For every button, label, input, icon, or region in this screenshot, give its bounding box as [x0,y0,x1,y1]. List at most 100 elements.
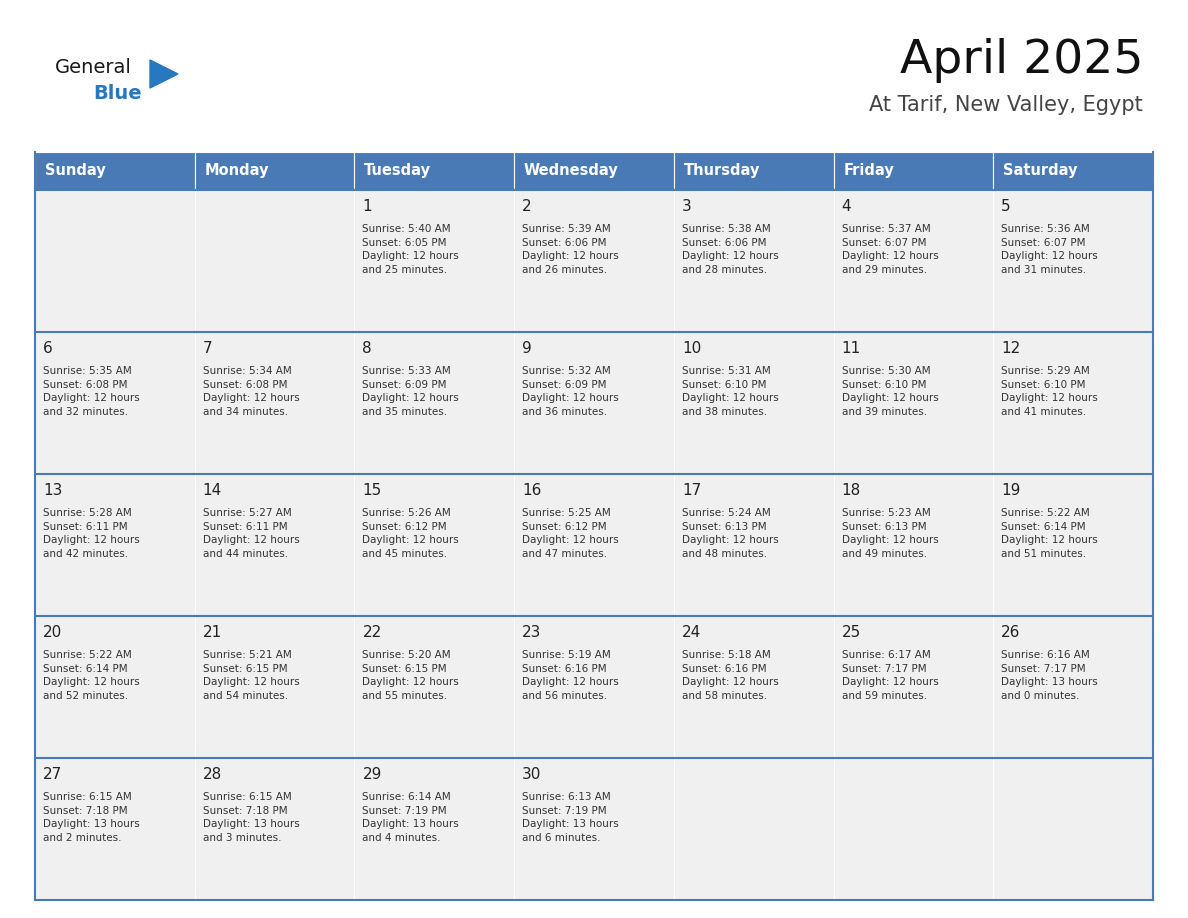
Text: Tuesday: Tuesday [364,163,431,178]
Bar [674,190,834,332]
Bar [514,152,674,190]
Bar [354,190,514,332]
Bar [993,332,1154,474]
Text: 22: 22 [362,624,381,640]
Bar [514,474,674,616]
Bar [993,152,1154,190]
Text: 25: 25 [841,624,861,640]
Text: Sunrise: 5:20 AM
Sunset: 6:15 PM
Daylight: 12 hours
and 55 minutes.: Sunrise: 5:20 AM Sunset: 6:15 PM Dayligh… [362,650,460,700]
Text: 15: 15 [362,483,381,498]
Text: 23: 23 [523,624,542,640]
Bar [34,332,195,474]
Text: 8: 8 [362,341,372,355]
Bar [354,758,514,900]
Text: Sunrise: 5:29 AM
Sunset: 6:10 PM
Daylight: 12 hours
and 41 minutes.: Sunrise: 5:29 AM Sunset: 6:10 PM Dayligh… [1001,366,1098,417]
Text: Sunrise: 5:30 AM
Sunset: 6:10 PM
Daylight: 12 hours
and 39 minutes.: Sunrise: 5:30 AM Sunset: 6:10 PM Dayligh… [841,366,939,417]
Text: Sunrise: 5:25 AM
Sunset: 6:12 PM
Daylight: 12 hours
and 47 minutes.: Sunrise: 5:25 AM Sunset: 6:12 PM Dayligh… [523,508,619,559]
Text: Blue: Blue [93,84,141,103]
Text: Sunrise: 5:37 AM
Sunset: 6:07 PM
Daylight: 12 hours
and 29 minutes.: Sunrise: 5:37 AM Sunset: 6:07 PM Dayligh… [841,224,939,274]
Text: Sunrise: 5:31 AM
Sunset: 6:10 PM
Daylight: 12 hours
and 38 minutes.: Sunrise: 5:31 AM Sunset: 6:10 PM Dayligh… [682,366,778,417]
Text: 19: 19 [1001,483,1020,498]
Text: Sunrise: 5:39 AM
Sunset: 6:06 PM
Daylight: 12 hours
and 26 minutes.: Sunrise: 5:39 AM Sunset: 6:06 PM Dayligh… [523,224,619,274]
Text: Sunrise: 6:15 AM
Sunset: 7:18 PM
Daylight: 13 hours
and 2 minutes.: Sunrise: 6:15 AM Sunset: 7:18 PM Dayligh… [43,792,140,843]
Text: April 2025: April 2025 [899,38,1143,83]
Text: 13: 13 [43,483,62,498]
Text: 14: 14 [203,483,222,498]
Text: 26: 26 [1001,624,1020,640]
Text: Sunrise: 5:18 AM
Sunset: 6:16 PM
Daylight: 12 hours
and 58 minutes.: Sunrise: 5:18 AM Sunset: 6:16 PM Dayligh… [682,650,778,700]
Text: Sunrise: 5:33 AM
Sunset: 6:09 PM
Daylight: 12 hours
and 35 minutes.: Sunrise: 5:33 AM Sunset: 6:09 PM Dayligh… [362,366,460,417]
Text: 9: 9 [523,341,532,355]
Bar [834,152,993,190]
Text: 1: 1 [362,198,372,214]
Bar [993,758,1154,900]
Bar [195,152,354,190]
Bar [674,758,834,900]
Bar [34,474,195,616]
Text: 3: 3 [682,198,691,214]
Bar [354,332,514,474]
Text: Sunrise: 6:13 AM
Sunset: 7:19 PM
Daylight: 13 hours
and 6 minutes.: Sunrise: 6:13 AM Sunset: 7:19 PM Dayligh… [523,792,619,843]
Bar [993,616,1154,758]
Text: 18: 18 [841,483,861,498]
Text: 30: 30 [523,767,542,781]
Bar [993,190,1154,332]
Text: Sunday: Sunday [45,163,106,178]
Text: Sunrise: 5:23 AM
Sunset: 6:13 PM
Daylight: 12 hours
and 49 minutes.: Sunrise: 5:23 AM Sunset: 6:13 PM Dayligh… [841,508,939,559]
Bar [834,758,993,900]
Text: Sunrise: 5:40 AM
Sunset: 6:05 PM
Daylight: 12 hours
and 25 minutes.: Sunrise: 5:40 AM Sunset: 6:05 PM Dayligh… [362,224,460,274]
Text: Sunrise: 5:32 AM
Sunset: 6:09 PM
Daylight: 12 hours
and 36 minutes.: Sunrise: 5:32 AM Sunset: 6:09 PM Dayligh… [523,366,619,417]
Text: 27: 27 [43,767,62,781]
Bar [34,190,195,332]
Bar [514,616,674,758]
Bar [514,190,674,332]
Text: 29: 29 [362,767,381,781]
Text: Sunrise: 5:19 AM
Sunset: 6:16 PM
Daylight: 12 hours
and 56 minutes.: Sunrise: 5:19 AM Sunset: 6:16 PM Dayligh… [523,650,619,700]
Text: Sunrise: 5:28 AM
Sunset: 6:11 PM
Daylight: 12 hours
and 42 minutes.: Sunrise: 5:28 AM Sunset: 6:11 PM Dayligh… [43,508,140,559]
Text: Sunrise: 5:21 AM
Sunset: 6:15 PM
Daylight: 12 hours
and 54 minutes.: Sunrise: 5:21 AM Sunset: 6:15 PM Dayligh… [203,650,299,700]
Text: 10: 10 [682,341,701,355]
Text: 6: 6 [43,341,52,355]
Text: Sunrise: 6:15 AM
Sunset: 7:18 PM
Daylight: 13 hours
and 3 minutes.: Sunrise: 6:15 AM Sunset: 7:18 PM Dayligh… [203,792,299,843]
Text: 2: 2 [523,198,532,214]
Text: 17: 17 [682,483,701,498]
Bar [834,474,993,616]
Text: 12: 12 [1001,341,1020,355]
Text: Sunrise: 5:34 AM
Sunset: 6:08 PM
Daylight: 12 hours
and 34 minutes.: Sunrise: 5:34 AM Sunset: 6:08 PM Dayligh… [203,366,299,417]
Bar [34,152,195,190]
Bar [674,152,834,190]
Bar [674,332,834,474]
Text: Sunrise: 5:27 AM
Sunset: 6:11 PM
Daylight: 12 hours
and 44 minutes.: Sunrise: 5:27 AM Sunset: 6:11 PM Dayligh… [203,508,299,559]
Text: Sunrise: 5:38 AM
Sunset: 6:06 PM
Daylight: 12 hours
and 28 minutes.: Sunrise: 5:38 AM Sunset: 6:06 PM Dayligh… [682,224,778,274]
Text: 7: 7 [203,341,213,355]
Text: Sunrise: 5:24 AM
Sunset: 6:13 PM
Daylight: 12 hours
and 48 minutes.: Sunrise: 5:24 AM Sunset: 6:13 PM Dayligh… [682,508,778,559]
Bar [195,474,354,616]
Bar [514,758,674,900]
Text: Sunrise: 6:14 AM
Sunset: 7:19 PM
Daylight: 13 hours
and 4 minutes.: Sunrise: 6:14 AM Sunset: 7:19 PM Dayligh… [362,792,460,843]
Text: 16: 16 [523,483,542,498]
Text: At Tarif, New Valley, Egypt: At Tarif, New Valley, Egypt [870,95,1143,115]
Text: Sunrise: 5:36 AM
Sunset: 6:07 PM
Daylight: 12 hours
and 31 minutes.: Sunrise: 5:36 AM Sunset: 6:07 PM Dayligh… [1001,224,1098,274]
Bar [195,758,354,900]
Text: Sunrise: 5:22 AM
Sunset: 6:14 PM
Daylight: 12 hours
and 52 minutes.: Sunrise: 5:22 AM Sunset: 6:14 PM Dayligh… [43,650,140,700]
Bar [834,190,993,332]
Polygon shape [150,60,178,88]
Bar [34,758,195,900]
Text: 24: 24 [682,624,701,640]
Text: Sunrise: 6:16 AM
Sunset: 7:17 PM
Daylight: 13 hours
and 0 minutes.: Sunrise: 6:16 AM Sunset: 7:17 PM Dayligh… [1001,650,1098,700]
Text: 4: 4 [841,198,851,214]
Bar [354,152,514,190]
Text: Friday: Friday [843,163,893,178]
Text: Sunrise: 5:26 AM
Sunset: 6:12 PM
Daylight: 12 hours
and 45 minutes.: Sunrise: 5:26 AM Sunset: 6:12 PM Dayligh… [362,508,460,559]
Bar [674,474,834,616]
Bar [834,332,993,474]
Text: General: General [55,58,132,77]
Bar [195,332,354,474]
Text: Monday: Monday [204,163,268,178]
Bar [514,332,674,474]
Bar [354,474,514,616]
Text: 5: 5 [1001,198,1011,214]
Text: Sunrise: 5:22 AM
Sunset: 6:14 PM
Daylight: 12 hours
and 51 minutes.: Sunrise: 5:22 AM Sunset: 6:14 PM Dayligh… [1001,508,1098,559]
Text: 20: 20 [43,624,62,640]
Text: Saturday: Saturday [1003,163,1078,178]
